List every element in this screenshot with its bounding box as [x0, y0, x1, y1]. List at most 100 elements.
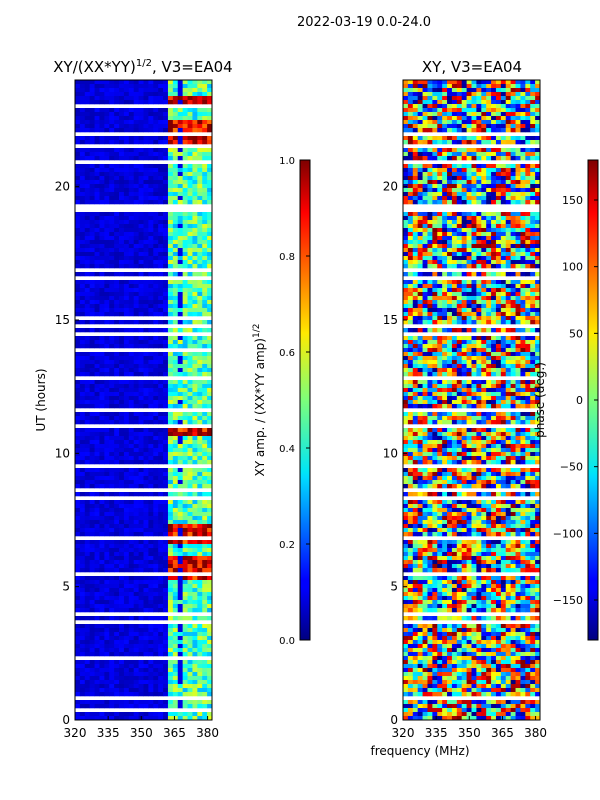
- amplitude-cell: [182, 180, 188, 185]
- amplitude-cell: [197, 364, 203, 369]
- amplitude-cell: [153, 192, 159, 197]
- amplitude-cell: [119, 552, 125, 557]
- amplitude-cell: [133, 320, 139, 325]
- amplitude-cell: [167, 100, 174, 105]
- amplitude-cell: [79, 492, 86, 497]
- phase-cell: [427, 188, 433, 193]
- phase-cell: [520, 84, 526, 89]
- amplitude-cell: [202, 680, 208, 685]
- amplitude-cell: [79, 428, 86, 433]
- amplitude-cell: [114, 140, 120, 145]
- amplitude-cell: [94, 652, 100, 657]
- amplitude-cell: [94, 404, 100, 409]
- amplitude-cell: [163, 232, 169, 237]
- amplitude-cell: [148, 232, 154, 237]
- phase-cell: [500, 112, 507, 117]
- amplitude-cell: [207, 100, 213, 105]
- amplitude-cell: [192, 512, 198, 517]
- amplitude-cell: [167, 456, 174, 461]
- phase-cell: [500, 264, 507, 269]
- amplitude-cell: [202, 216, 208, 221]
- amplitude-cell: [119, 448, 125, 453]
- amplitude-cell: [158, 548, 164, 553]
- phase-cell: [510, 260, 516, 265]
- phase-cell: [403, 152, 409, 157]
- phase-cell: [476, 104, 482, 109]
- amplitude-cell: [109, 524, 115, 529]
- phase-cell: [417, 124, 423, 129]
- amplitude-cell: [138, 468, 144, 473]
- amplitude-cell: [182, 584, 188, 589]
- amplitude-cell: [202, 636, 208, 641]
- amplitude-cell: [109, 164, 115, 169]
- amplitude-cell: [123, 352, 130, 357]
- amplitude-cell: [153, 364, 159, 369]
- amplitude-cell: [143, 660, 149, 665]
- amplitude-cell: [172, 472, 179, 477]
- phase-cell: [437, 152, 443, 157]
- amplitude-cell: [172, 152, 179, 157]
- amplitude-cell: [99, 304, 105, 309]
- amplitude-cell: [119, 124, 125, 129]
- amplitude-cell: [192, 252, 198, 257]
- amplitude-cell: [172, 556, 179, 561]
- amplitude-cell: [94, 164, 100, 169]
- phase-cell: [530, 152, 536, 157]
- phase-cell: [535, 88, 541, 93]
- amplitude-cell: [202, 180, 208, 185]
- amplitude-cell: [207, 248, 213, 253]
- amplitude-cell: [128, 344, 135, 349]
- amplitude-cell: [114, 308, 120, 313]
- phase-cell: [505, 152, 512, 157]
- amplitude-cell: [104, 196, 110, 201]
- amplitude-cell: [163, 84, 169, 89]
- phase-cell: [530, 192, 536, 197]
- phase-cell: [412, 96, 419, 101]
- amplitude-cell: [163, 284, 169, 289]
- amplitude-cell: [104, 128, 110, 133]
- phase-cell: [525, 176, 531, 181]
- amplitude-cell: [109, 136, 115, 141]
- amplitude-cell: [182, 532, 188, 537]
- amplitude-cell: [128, 112, 135, 117]
- amplitude-cell: [84, 416, 91, 421]
- amplitude-cell: [153, 108, 159, 113]
- amplitude-cell: [163, 108, 169, 113]
- amplitude-cell: [187, 556, 193, 561]
- amplitude-cell: [187, 280, 193, 285]
- amplitude-cell: [128, 180, 135, 185]
- amplitude-cell: [75, 600, 81, 605]
- phase-cell: [456, 228, 463, 233]
- phase-cell: [432, 92, 438, 97]
- amplitude-cell: [197, 224, 203, 229]
- phase-cell: [530, 244, 536, 249]
- amplitude-cell: [84, 148, 91, 153]
- amplitude-cell: [192, 584, 198, 589]
- phase-cell: [442, 248, 448, 253]
- phase-cell: [407, 244, 414, 249]
- amplitude-cell: [177, 328, 184, 333]
- amplitude-cell: [202, 128, 208, 133]
- amplitude-cell: [207, 532, 213, 537]
- amplitude-cell: [99, 344, 105, 349]
- amplitude-cell: [197, 184, 203, 189]
- amplitude-cell: [148, 564, 154, 569]
- phase-cell: [407, 100, 414, 105]
- amplitude-cell: [99, 664, 105, 669]
- amplitude-cell: [84, 556, 91, 561]
- amplitude-cell: [182, 252, 188, 257]
- amplitude-cell: [99, 624, 105, 629]
- amplitude-cell: [109, 716, 115, 721]
- amplitude-cell: [84, 440, 91, 445]
- amplitude-cell: [177, 588, 184, 593]
- phase-cell: [495, 116, 502, 121]
- amplitude-cell: [99, 240, 105, 245]
- phase-cell: [461, 156, 467, 161]
- amplitude-cell: [109, 120, 115, 125]
- amplitude-cell: [158, 232, 164, 237]
- phase-cell: [442, 212, 448, 217]
- amplitude-cell: [153, 608, 159, 613]
- amplitude-cell: [153, 336, 159, 341]
- amplitude-cell: [128, 568, 135, 573]
- amplitude-cell: [143, 184, 149, 189]
